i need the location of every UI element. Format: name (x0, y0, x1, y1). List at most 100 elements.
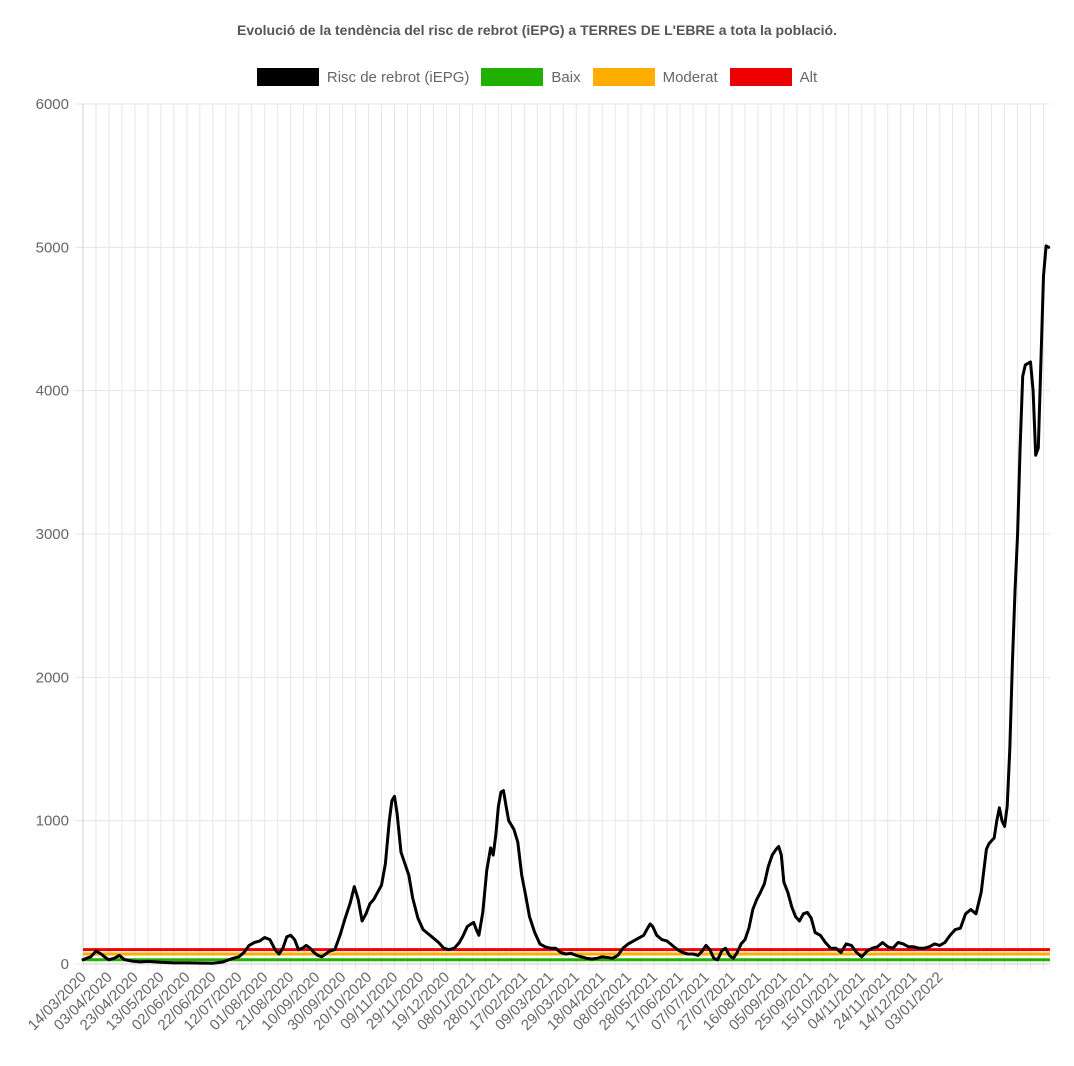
data-point (611, 957, 614, 960)
data-point (147, 960, 149, 963)
data-point (105, 957, 108, 960)
data-point (407, 874, 410, 876)
data-point (928, 946, 931, 948)
data-point (113, 957, 115, 960)
data-point (1027, 362, 1029, 365)
legend-item-moderat[interactable]: Moderat (592, 68, 718, 86)
data-point (701, 950, 703, 952)
data-point (282, 947, 284, 950)
data-point (384, 862, 387, 865)
data-point (539, 943, 541, 945)
data-point (497, 805, 500, 808)
data-point (453, 947, 456, 950)
data-point (866, 950, 868, 952)
legend-item-alt[interactable]: Alt (729, 68, 818, 86)
data-point (970, 908, 972, 911)
data-point (513, 828, 515, 831)
data-point (1047, 246, 1050, 249)
data-point (494, 834, 497, 836)
data-point (876, 946, 879, 948)
data-point (755, 898, 758, 901)
data-point (472, 921, 475, 924)
data-point (709, 948, 711, 951)
data-point (591, 958, 593, 960)
legend-label-baix: Baix (551, 68, 581, 86)
y-tick-label: 2000 (36, 669, 69, 686)
data-point (676, 948, 679, 951)
data-point (912, 946, 915, 948)
data-point (369, 903, 371, 905)
data-point (585, 957, 588, 960)
data-point (297, 948, 300, 951)
data-point (1011, 662, 1014, 664)
data-point (949, 934, 951, 937)
data-point (692, 953, 694, 955)
data-point (983, 870, 985, 872)
data-point (985, 848, 988, 851)
legend-label-alt: Alt (799, 68, 818, 86)
data-point (1029, 361, 1032, 363)
data-point (627, 943, 629, 945)
data-point (767, 865, 770, 868)
data-point (278, 953, 280, 955)
series-layer (81, 244, 1051, 965)
data-point (1045, 245, 1047, 247)
data-point (437, 941, 440, 944)
data-point (328, 950, 331, 952)
data-point (289, 934, 292, 937)
data-point (100, 953, 102, 955)
data-point (1014, 590, 1016, 593)
data-point (237, 956, 240, 958)
data-point (253, 941, 256, 944)
data-point (1001, 819, 1003, 822)
data-point (95, 950, 97, 952)
data-point (462, 934, 465, 937)
data-point (372, 898, 375, 901)
data-point (396, 812, 398, 815)
data-point (339, 934, 341, 937)
legend-item-baix[interactable]: Baix (481, 68, 581, 86)
data-point (980, 891, 983, 894)
data-point (1032, 389, 1034, 392)
data-point (998, 806, 1001, 809)
y-tick-label: 3000 (36, 526, 69, 543)
data-point (443, 947, 445, 950)
data-point (794, 915, 797, 918)
data-point (814, 931, 816, 934)
grid-layer (75, 103, 1050, 970)
data-point (160, 961, 162, 964)
data-point (248, 944, 250, 947)
data-point (871, 947, 873, 950)
data-point (274, 948, 276, 951)
data-point (422, 928, 424, 931)
data-point (806, 911, 809, 914)
legend-item-risc[interactable]: Risc de rebrot (iEPG) (256, 68, 469, 86)
data-point (713, 957, 715, 960)
series-line-iepg (81, 244, 1051, 965)
data-point (131, 960, 134, 962)
y-axis: 0 1000 2000 3000 4000 5000 6000 (36, 96, 69, 973)
legend-swatch-moderat (592, 68, 655, 86)
data-point (777, 845, 780, 848)
data-point (775, 848, 777, 851)
data-point (1016, 533, 1019, 535)
data-point (740, 943, 742, 945)
data-point (269, 938, 271, 941)
data-point (923, 947, 925, 950)
data-point (243, 951, 245, 954)
legend-swatch-alt (729, 68, 792, 86)
data-point (411, 897, 414, 899)
data-point (258, 940, 261, 942)
legend-swatch-risc (256, 68, 319, 86)
data-point (642, 934, 645, 937)
data-point (964, 913, 967, 915)
data-point (554, 947, 557, 950)
data-point (995, 819, 998, 822)
data-point (517, 841, 519, 843)
data-point (357, 898, 359, 901)
data-point (353, 885, 356, 888)
data-point (596, 957, 598, 960)
data-point (606, 956, 609, 959)
data-point (744, 938, 746, 941)
